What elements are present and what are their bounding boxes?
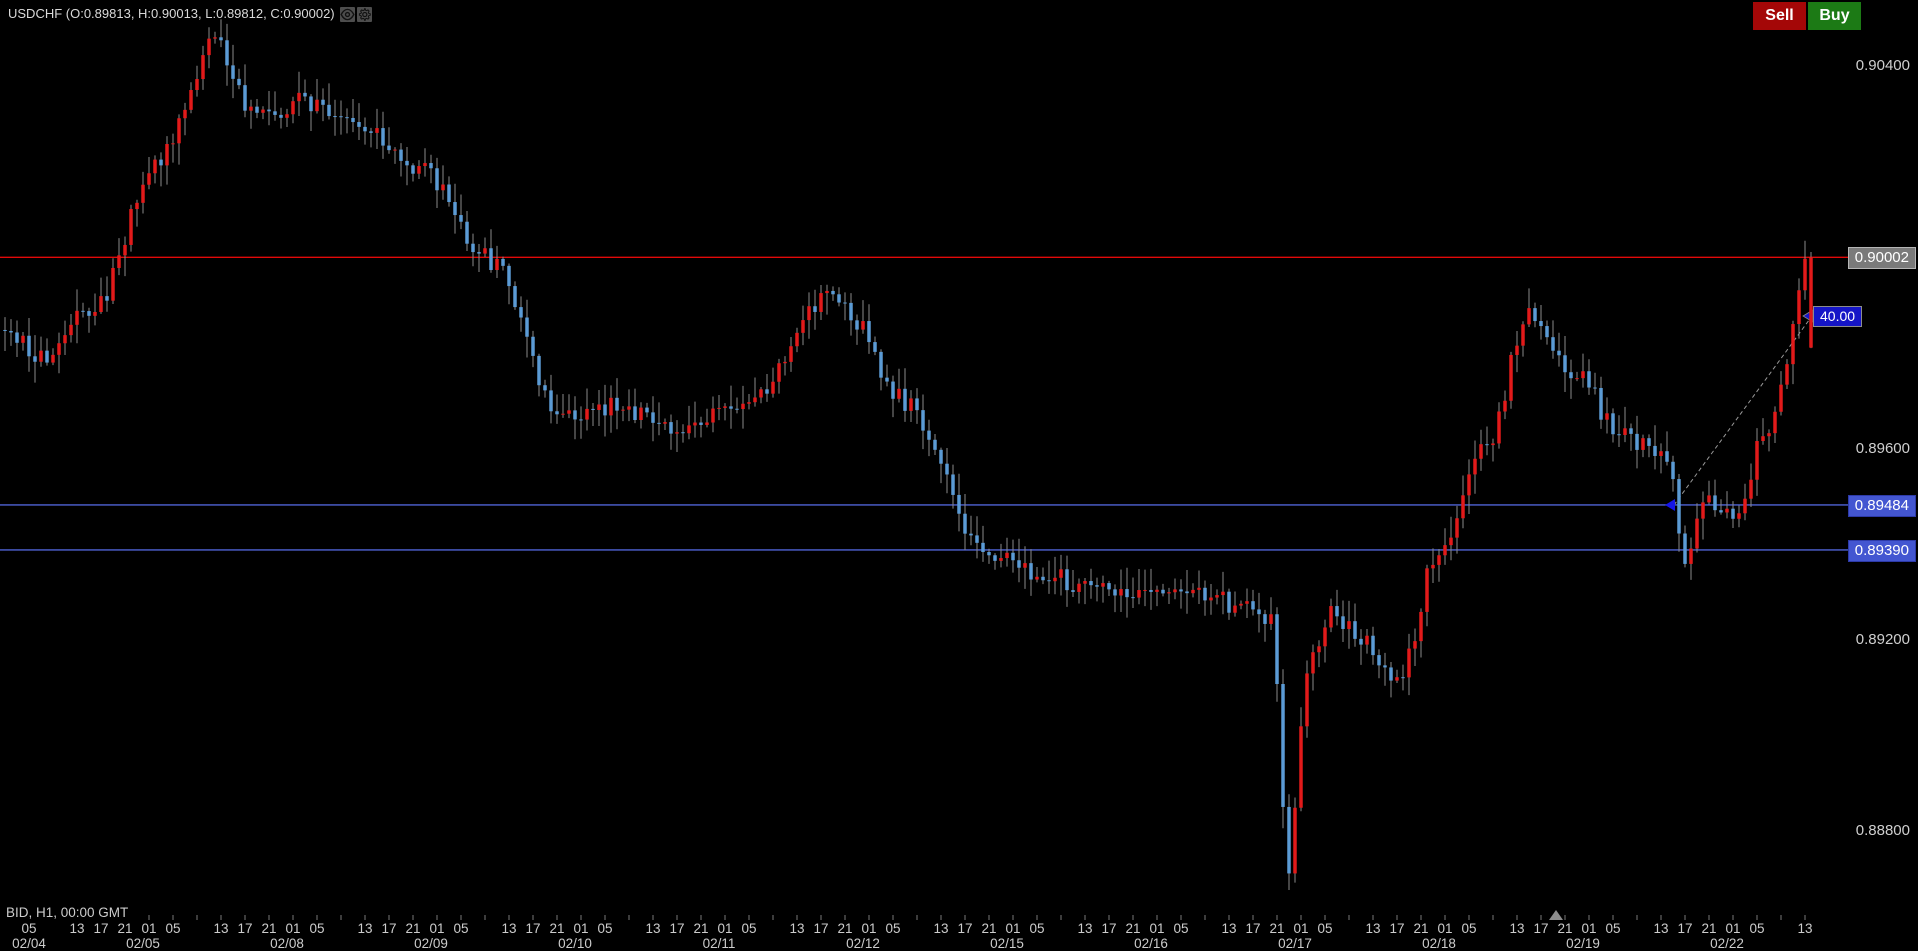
svg-text:02/22: 02/22 (1710, 936, 1744, 951)
svg-text:17: 17 (93, 921, 108, 936)
svg-text:02/10: 02/10 (558, 936, 592, 951)
svg-text:21: 21 (117, 921, 132, 936)
svg-text:21: 21 (1413, 921, 1428, 936)
svg-text:05: 05 (1317, 921, 1332, 936)
svg-text:01: 01 (1581, 921, 1596, 936)
svg-text:13: 13 (501, 921, 516, 936)
svg-text:17: 17 (237, 921, 252, 936)
svg-text:13: 13 (1221, 921, 1236, 936)
svg-text:02/12: 02/12 (846, 936, 880, 951)
svg-text:02/15: 02/15 (990, 936, 1024, 951)
svg-text:17: 17 (669, 921, 684, 936)
svg-text:05: 05 (453, 921, 468, 936)
svg-text:05: 05 (597, 921, 612, 936)
svg-text:01: 01 (1149, 921, 1164, 936)
svg-text:21: 21 (261, 921, 276, 936)
svg-text:17: 17 (957, 921, 972, 936)
svg-text:13: 13 (1077, 921, 1092, 936)
svg-text:21: 21 (1557, 921, 1572, 936)
svg-text:05: 05 (741, 921, 756, 936)
svg-text:17: 17 (1677, 921, 1692, 936)
svg-text:13: 13 (1509, 921, 1524, 936)
svg-text:21: 21 (1269, 921, 1284, 936)
svg-text:02/17: 02/17 (1278, 936, 1312, 951)
svg-text:17: 17 (1101, 921, 1116, 936)
svg-text:21: 21 (1701, 921, 1716, 936)
svg-text:05: 05 (1461, 921, 1476, 936)
svg-text:05: 05 (1173, 921, 1188, 936)
svg-text:01: 01 (285, 921, 300, 936)
svg-text:13: 13 (789, 921, 804, 936)
svg-text:02/09: 02/09 (414, 936, 448, 951)
svg-text:13: 13 (357, 921, 372, 936)
svg-text:01: 01 (717, 921, 732, 936)
svg-text:01: 01 (429, 921, 444, 936)
svg-text:05: 05 (21, 921, 36, 936)
svg-text:17: 17 (525, 921, 540, 936)
svg-text:05: 05 (1605, 921, 1620, 936)
svg-text:13: 13 (69, 921, 84, 936)
svg-text:13: 13 (1653, 921, 1668, 936)
svg-text:17: 17 (381, 921, 396, 936)
svg-text:21: 21 (1125, 921, 1140, 936)
svg-text:05: 05 (309, 921, 324, 936)
svg-text:13: 13 (933, 921, 948, 936)
svg-text:01: 01 (1725, 921, 1740, 936)
svg-text:02/05: 02/05 (126, 936, 160, 951)
svg-text:02/19: 02/19 (1566, 936, 1600, 951)
svg-text:05: 05 (1029, 921, 1044, 936)
svg-text:21: 21 (693, 921, 708, 936)
svg-text:13: 13 (213, 921, 228, 936)
svg-text:01: 01 (1005, 921, 1020, 936)
svg-text:13: 13 (1365, 921, 1380, 936)
svg-text:05: 05 (885, 921, 900, 936)
svg-text:01: 01 (861, 921, 876, 936)
svg-text:05: 05 (1749, 921, 1764, 936)
svg-text:05: 05 (165, 921, 180, 936)
svg-text:01: 01 (141, 921, 156, 936)
svg-text:02/08: 02/08 (270, 936, 304, 951)
svg-text:02/18: 02/18 (1422, 936, 1456, 951)
svg-text:17: 17 (1533, 921, 1548, 936)
svg-text:21: 21 (549, 921, 564, 936)
svg-text:02/16: 02/16 (1134, 936, 1168, 951)
svg-text:17: 17 (1245, 921, 1260, 936)
svg-text:13: 13 (1797, 921, 1812, 936)
svg-text:21: 21 (981, 921, 996, 936)
svg-text:21: 21 (405, 921, 420, 936)
svg-text:02/11: 02/11 (703, 936, 736, 951)
svg-text:17: 17 (1389, 921, 1404, 936)
svg-text:13: 13 (645, 921, 660, 936)
svg-text:21: 21 (837, 921, 852, 936)
svg-text:01: 01 (1437, 921, 1452, 936)
svg-text:02/04: 02/04 (12, 936, 46, 951)
svg-text:01: 01 (1293, 921, 1308, 936)
svg-text:17: 17 (813, 921, 828, 936)
svg-text:01: 01 (573, 921, 588, 936)
